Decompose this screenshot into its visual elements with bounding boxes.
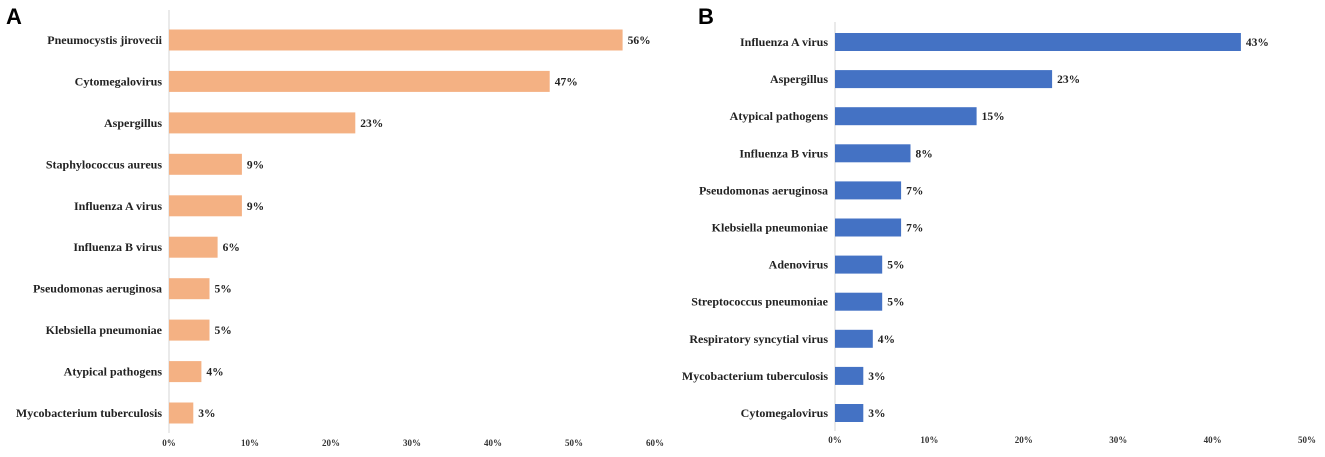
- panel-a-x-tick-label: 40%: [484, 438, 502, 448]
- panel-a-bar: [169, 112, 356, 134]
- panel-b-category-label: Influenza B virus: [739, 146, 828, 160]
- panel-b-category-label: Klebsiella pneumoniae: [712, 221, 829, 235]
- panel-a-value-label: 47%: [555, 76, 578, 88]
- panel-b-category-label: Pseudomonas aeruginosa: [699, 183, 828, 197]
- panel-b-bar: [835, 144, 911, 163]
- panel-b-bar: [835, 107, 977, 126]
- panel-b-bar: [835, 181, 902, 200]
- panel-b-category-label: Respiratory syncytial virus: [689, 332, 828, 346]
- panel-a-value-label: 23%: [360, 118, 383, 130]
- panel-b-bar: [835, 255, 883, 274]
- panel-b-value-label: 7%: [906, 185, 923, 197]
- panel-b-category-label: Mycobacterium tuberculosis: [682, 369, 828, 383]
- panel-b-category-label: Cytomegalovirus: [741, 406, 829, 420]
- panel-b-bar: [835, 329, 873, 348]
- panel-b-x-tick-label: 20%: [1015, 435, 1033, 445]
- panel-b-chart: B Influenza A virus 43% Aspergillus 23% Atyp…: [682, 4, 1316, 445]
- panel-a-bar: [169, 236, 218, 258]
- panel-a-category-label: Mycobacterium tuberculosis: [16, 406, 162, 420]
- panel-b-bar: [835, 70, 1053, 89]
- panel-b-category-label: Influenza A virus: [740, 35, 828, 49]
- panel-a-x-tick-label: 60%: [646, 438, 664, 448]
- panel-b-category-label: Atypical pathogens: [730, 109, 829, 123]
- panel-a-bar: [169, 70, 550, 92]
- panel-b-value-label: 15%: [982, 111, 1005, 123]
- panel-a-value-label: 6%: [223, 242, 240, 254]
- panel-a-bar: [169, 319, 210, 341]
- panel-a-category-label: Influenza B virus: [73, 240, 162, 254]
- panel-a-category-label: Pneumocystis jirovecii: [47, 33, 162, 47]
- panel-a-value-label: 9%: [247, 159, 264, 171]
- panel-a-bar: [169, 153, 242, 175]
- panel-a-category-label: Atypical pathogens: [64, 365, 163, 379]
- panel-b-x-tick-label: 30%: [1109, 435, 1127, 445]
- panel-b-value-label: 3%: [868, 408, 885, 420]
- panel-b-x-tick-label: 0%: [828, 435, 842, 445]
- panel-b-x-tick-label: 40%: [1204, 435, 1222, 445]
- panel-a-category-label: Influenza A virus: [74, 199, 162, 213]
- panel-a-bar: [169, 29, 623, 51]
- panel-a-bar: [169, 278, 210, 300]
- panel-a-category-label: Pseudomonas aeruginosa: [33, 282, 162, 296]
- panel-b-x-tick-label: 50%: [1298, 435, 1316, 445]
- panel-a-x-tick-label: 30%: [403, 438, 421, 448]
- panel-a-category-label: Cytomegalovirus: [75, 74, 163, 88]
- panel-b-value-label: 7%: [906, 223, 923, 235]
- panel-b-value-label: 8%: [916, 148, 933, 160]
- panel-a-value-label: 5%: [215, 325, 232, 337]
- panel-b-bar: [835, 292, 883, 311]
- panel-b-x-tick-label: 10%: [920, 435, 938, 445]
- panel-a-x-tick-label: 0%: [162, 438, 176, 448]
- panel-a-bar: [169, 195, 242, 217]
- panel-a-bar: [169, 402, 194, 424]
- panel-b-category-label: Aspergillus: [770, 72, 828, 86]
- panel-b-bar: [835, 218, 902, 237]
- panel-b-bar: [835, 404, 864, 422]
- panel-b-value-label: 5%: [887, 260, 904, 272]
- panel-b-value-label: 3%: [868, 371, 885, 383]
- panel-b-bar: [835, 366, 864, 385]
- panel-b-bar: [835, 33, 1241, 51]
- panel-a-value-label: 9%: [247, 201, 264, 213]
- panel-b-category-label: Adenovirus: [769, 258, 829, 272]
- panel-b-letter: B: [698, 4, 714, 29]
- panel-b-value-label: 5%: [887, 297, 904, 309]
- panel-a-category-label: Aspergillus: [104, 116, 162, 130]
- panel-b-value-label: 43%: [1246, 37, 1269, 49]
- panel-a-value-label: 5%: [215, 284, 232, 296]
- panel-a-value-label: 56%: [628, 35, 651, 47]
- panel-a-letter: A: [6, 4, 22, 29]
- panel-a-x-tick-label: 10%: [241, 438, 259, 448]
- panel-a-category-label: Klebsiella pneumoniae: [46, 323, 163, 337]
- panel-a-value-label: 3%: [198, 408, 215, 420]
- panel-a-x-tick-label: 50%: [565, 438, 583, 448]
- panel-a-x-tick-label: 20%: [322, 438, 340, 448]
- panel-b-category-label: Streptococcus pneumoniae: [691, 295, 828, 309]
- panel-a-category-label: Staphylococcus aureus: [46, 157, 162, 171]
- panel-b-value-label: 4%: [878, 334, 895, 346]
- panel-a-bar: [169, 361, 202, 383]
- panel-b-value-label: 23%: [1057, 74, 1080, 86]
- panel-a-chart: A Pneumocystis jirovecii 56% Cytomegalovir…: [6, 4, 664, 448]
- panel-a-value-label: 4%: [206, 367, 223, 379]
